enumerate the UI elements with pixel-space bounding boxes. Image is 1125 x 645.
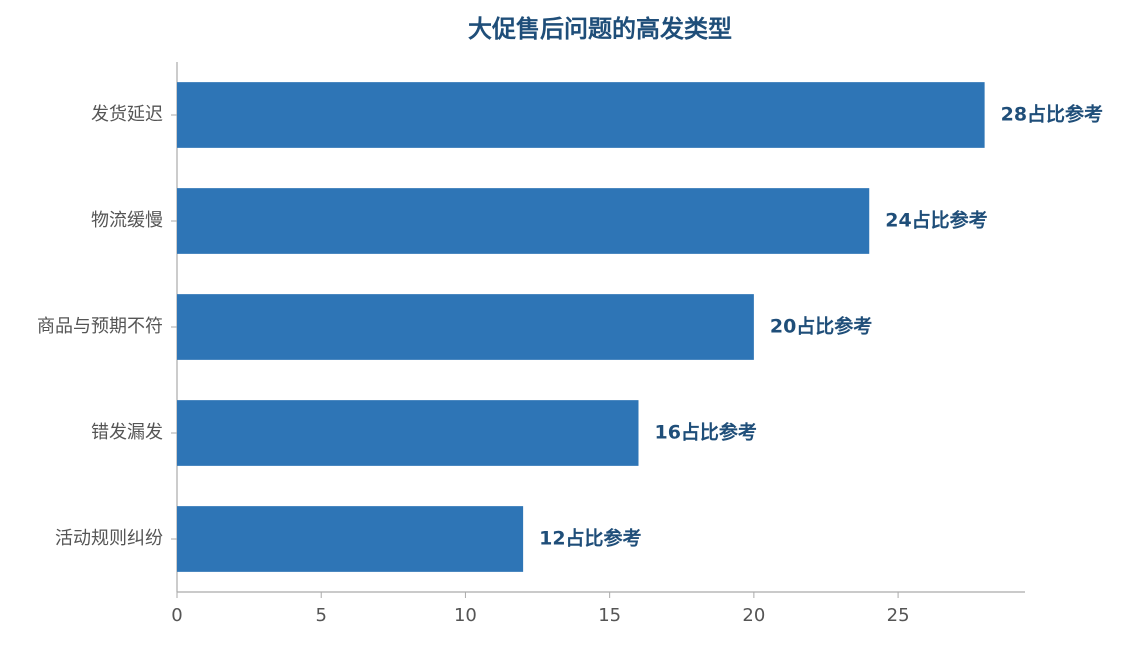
y-tick-label: 错发漏发 [91, 422, 163, 443]
y-tick-label: 活动规则纠纷 [55, 528, 163, 549]
bar [177, 294, 754, 360]
value-label: 28占比参考 [1001, 103, 1103, 126]
bar [177, 400, 639, 466]
x-tick-label: 10 [454, 605, 477, 626]
x-tick-label: 20 [742, 605, 765, 626]
y-tick-label: 发货延迟 [91, 104, 163, 125]
x-tick-label: 5 [315, 605, 326, 626]
bar [177, 82, 985, 148]
y-tick-label: 物流缓慢 [91, 210, 163, 231]
x-tick-label: 15 [598, 605, 621, 626]
x-tick-label: 0 [171, 605, 182, 626]
bar [177, 188, 870, 254]
value-label: 16占比参考 [654, 421, 756, 444]
value-label: 24占比参考 [885, 209, 987, 232]
x-tick-label: 25 [887, 605, 910, 626]
chart-title: 大促售后问题的高发类型 [468, 15, 732, 43]
value-label: 12占比参考 [539, 527, 641, 550]
value-label: 20占比参考 [770, 315, 872, 338]
y-tick-label: 商品与预期不符 [37, 316, 163, 337]
bar [177, 506, 524, 572]
